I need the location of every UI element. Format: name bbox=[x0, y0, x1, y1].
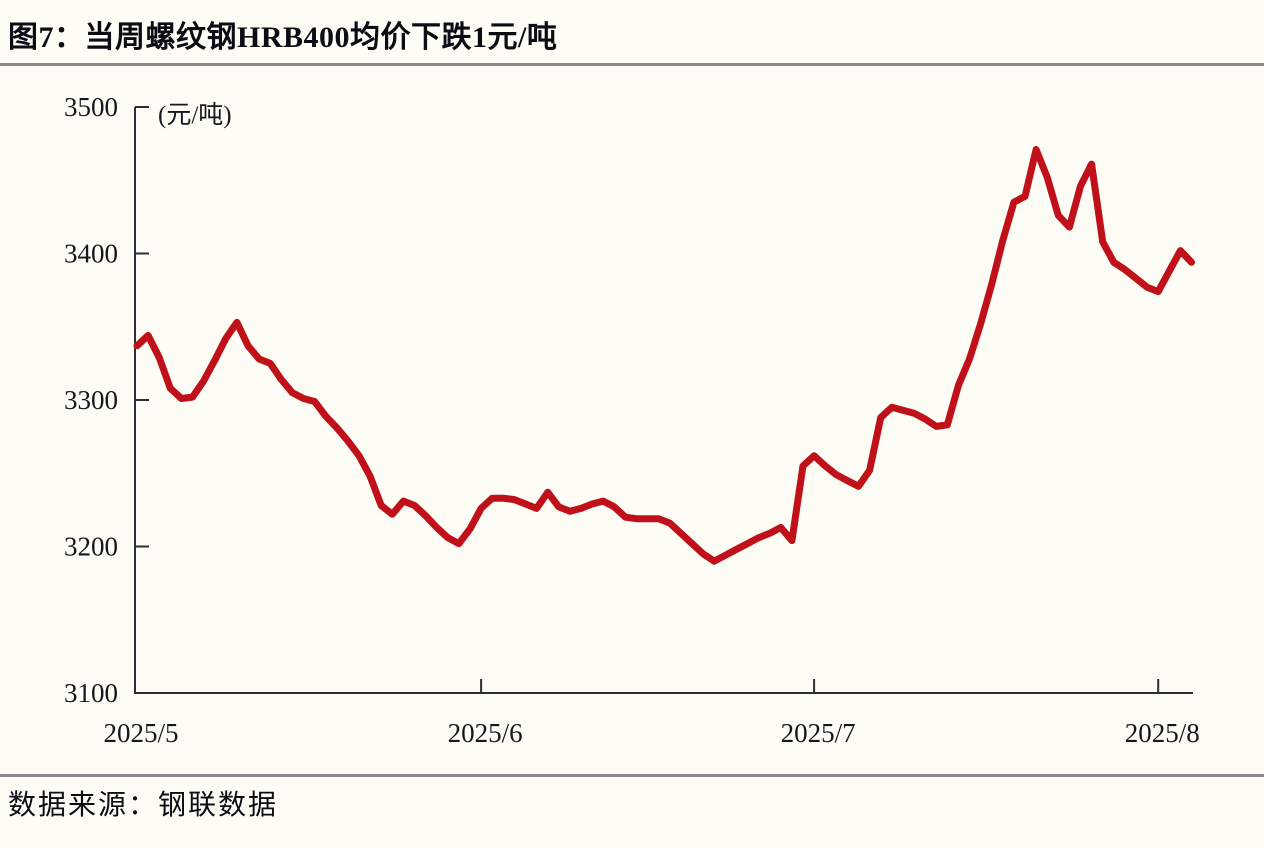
source-divider bbox=[0, 774, 1264, 777]
title-divider bbox=[0, 63, 1264, 66]
data-source-label: 数据来源：钢联数据 bbox=[8, 790, 279, 821]
x-tick-label: 2025/6 bbox=[448, 718, 523, 748]
x-tick-label: 2025/8 bbox=[1125, 718, 1200, 748]
y-unit-label: (元/吨) bbox=[158, 101, 232, 129]
y-tick-label: 3300 bbox=[64, 385, 118, 415]
page-title: 图7：当周螺纹钢HRB400均价下跌1元/吨 bbox=[8, 21, 558, 54]
price-line bbox=[133, 146, 1195, 565]
x-tick-label: 2025/7 bbox=[781, 718, 856, 748]
y-tick-label: 3200 bbox=[64, 532, 118, 562]
y-tick-label: 3100 bbox=[64, 678, 118, 708]
y-tick-label: 3400 bbox=[64, 239, 118, 269]
x-tick-label: 2025/5 bbox=[103, 718, 178, 748]
y-tick-label: 3500 bbox=[64, 92, 118, 122]
axes bbox=[134, 107, 1193, 694]
